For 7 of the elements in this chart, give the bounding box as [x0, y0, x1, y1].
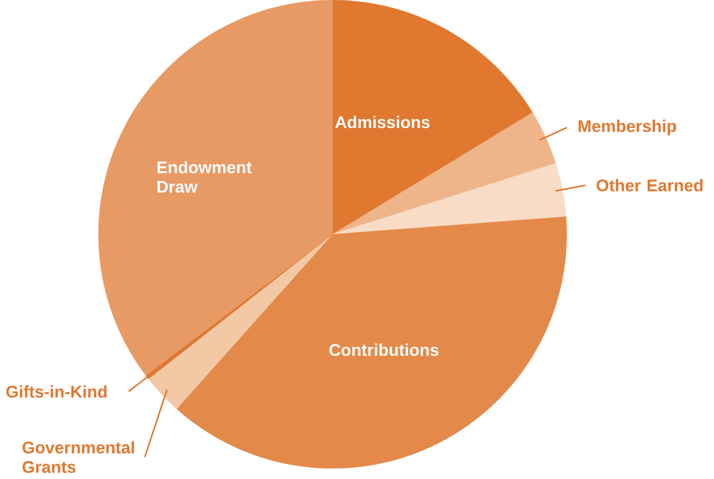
slice-label: Other Earned	[596, 179, 703, 192]
legend-label: Gifts-in-Kind	[6, 386, 107, 398]
slice-label: Endowment Draw	[158, 161, 252, 193]
slice-label: Membership	[578, 120, 676, 136]
slice-label: Contributions	[329, 344, 438, 356]
slice-label: Admissions	[335, 116, 430, 128]
slice-label: Governmental Grants	[22, 441, 134, 474]
